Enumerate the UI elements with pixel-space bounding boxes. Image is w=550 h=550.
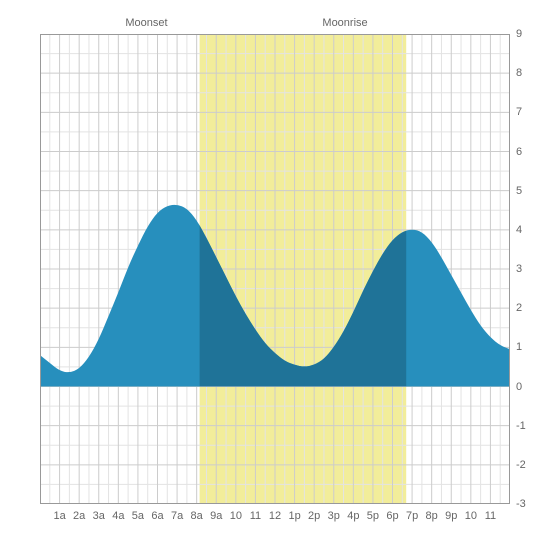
y-tick-label: 1	[516, 341, 540, 353]
x-tick-label: 2p	[308, 510, 320, 522]
moonrise-title: Moonrise	[322, 17, 367, 29]
y-tick-label: -1	[516, 420, 540, 432]
moonset-title: Moonset	[125, 17, 167, 29]
x-tick-label: 10	[230, 510, 242, 522]
y-tick-label: 6	[516, 146, 540, 158]
x-tick-label: 8p	[426, 510, 438, 522]
x-tick-label: 6p	[386, 510, 398, 522]
y-tick-label: 9	[516, 28, 540, 40]
y-tick-label: 3	[516, 263, 540, 275]
y-tick-label: 8	[516, 67, 540, 79]
y-tick-label: -2	[516, 459, 540, 471]
y-tick-label: 4	[516, 224, 540, 236]
y-tick-label: 2	[516, 302, 540, 314]
x-tick-label: 7a	[171, 510, 183, 522]
x-tick-label: 3a	[93, 510, 105, 522]
x-tick-label: 12	[269, 510, 281, 522]
x-tick-label: 11	[250, 510, 261, 522]
x-tick-label: 11	[485, 510, 496, 522]
y-tick-label: 7	[516, 106, 540, 118]
x-tick-label: 5a	[132, 510, 144, 522]
y-tick-label: 0	[516, 381, 540, 393]
x-tick-label: 6a	[151, 510, 163, 522]
x-tick-label: 4p	[347, 510, 359, 522]
x-tick-label: 7p	[406, 510, 418, 522]
y-tick-label: 5	[516, 185, 540, 197]
x-tick-label: 1p	[288, 510, 300, 522]
x-tick-label: 10	[465, 510, 477, 522]
x-tick-label: 5p	[367, 510, 379, 522]
x-tick-label: 1a	[53, 510, 65, 522]
tide-chart: { "chart": { "type": "area", "canvas": {…	[0, 0, 550, 550]
plot-area	[40, 34, 510, 504]
chart-svg	[40, 34, 510, 504]
x-tick-label: 9p	[445, 510, 457, 522]
y-tick-label: -3	[516, 498, 540, 510]
x-tick-label: 3p	[328, 510, 340, 522]
x-tick-label: 9a	[210, 510, 222, 522]
x-tick-label: 8a	[191, 510, 203, 522]
x-tick-label: 4a	[112, 510, 124, 522]
x-tick-label: 2a	[73, 510, 85, 522]
